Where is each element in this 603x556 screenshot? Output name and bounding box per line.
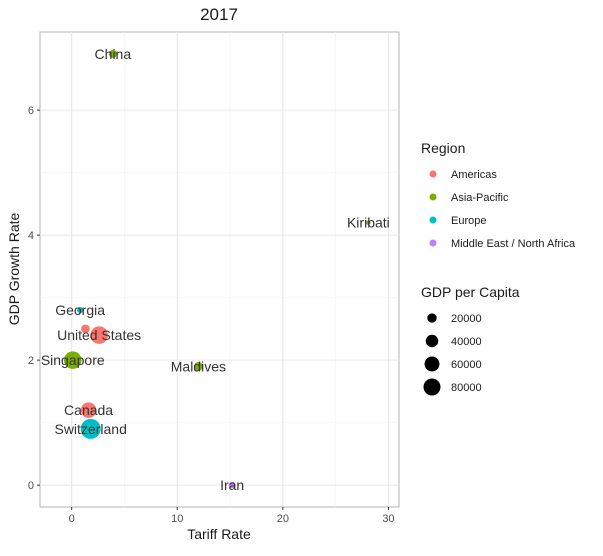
x-axis-label: Tariff Rate <box>187 526 251 542</box>
legend-swatch <box>429 239 437 247</box>
legend-label: Middle East / North Africa <box>451 238 576 250</box>
size-legend-label: 40000 <box>451 336 482 348</box>
y-tick-label: 6 <box>28 105 34 117</box>
legend-label: Asia-Pacific <box>451 192 509 204</box>
size-legend-swatch <box>427 313 437 323</box>
point-label: Switzerland <box>54 421 126 437</box>
y-tick-label: 0 <box>28 480 34 492</box>
size-legend-title: GDP per Capita <box>421 284 520 300</box>
point-label: Iran <box>220 477 244 493</box>
point-label: United States <box>57 327 141 343</box>
point-labels: China Kiribati Georgia United States Singapo… <box>41 46 390 493</box>
legend-label: Americas <box>451 169 497 181</box>
legend-swatch <box>429 170 437 178</box>
point-label: Kiribati <box>347 215 390 231</box>
size-legend-label: 60000 <box>451 359 482 371</box>
point-kiribati <box>366 220 371 225</box>
chart-title: 2017 <box>200 5 238 24</box>
grid-lines <box>40 32 399 507</box>
y-axis-label: GDP Growth Rate <box>6 213 22 326</box>
x-tick-label: 20 <box>277 513 289 525</box>
legend: Region Americas Asia-Pacific Europe Middle … <box>421 140 576 396</box>
point-label: Singapore <box>41 352 105 368</box>
legend-swatch <box>429 216 437 224</box>
size-legend-items: 20000 40000 60000 80000 <box>423 313 482 396</box>
x-tick-label: 30 <box>382 513 394 525</box>
point-singapore <box>63 351 82 369</box>
legend-swatch <box>429 193 437 201</box>
y-tick-label: 4 <box>28 230 34 242</box>
size-legend-label: 80000 <box>451 382 482 394</box>
point-label: Canada <box>64 402 113 418</box>
size-legend-swatch <box>423 378 441 396</box>
color-legend-title: Region <box>421 140 465 156</box>
legend-label: Europe <box>451 215 486 227</box>
data-points <box>63 49 371 489</box>
point-canada <box>80 402 97 418</box>
size-legend-swatch <box>424 356 440 372</box>
point-unlabeled <box>81 324 90 334</box>
point-switzerland <box>80 418 101 439</box>
y-axis-ticks: 0 2 4 6 <box>28 105 40 492</box>
point-iran <box>228 481 236 489</box>
color-legend-items: Americas Asia-Pacific Europe Middle East / … <box>429 169 576 250</box>
size-legend-swatch <box>425 334 439 348</box>
point-label: Georgia <box>55 302 105 318</box>
point-label: China <box>95 46 132 62</box>
x-tick-label: 0 <box>69 513 75 525</box>
point-label: Maldives <box>171 358 226 374</box>
x-axis-ticks: 0 10 20 30 <box>69 507 395 525</box>
point-united-states <box>90 326 108 344</box>
point-georgia <box>77 307 84 314</box>
point-maldives <box>194 362 203 371</box>
x-tick-label: 10 <box>171 513 183 525</box>
point-china <box>108 49 117 58</box>
y-tick-label: 2 <box>28 355 34 367</box>
size-legend-label: 20000 <box>451 313 482 325</box>
